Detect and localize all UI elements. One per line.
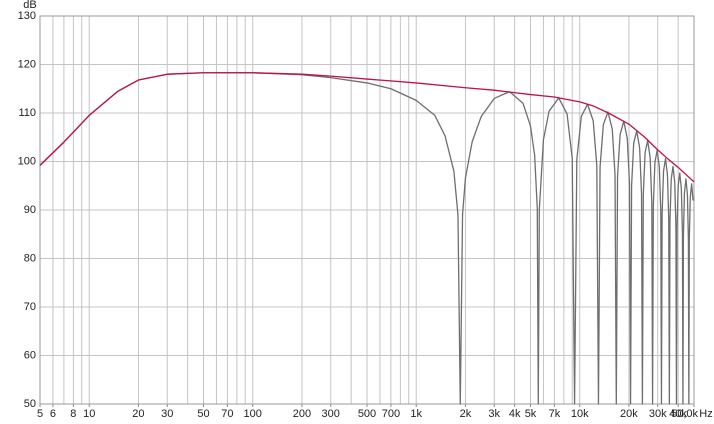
x-tick-label: 20	[132, 408, 144, 420]
x-tick-label: 100	[244, 408, 262, 420]
y-tick-label: 110	[18, 107, 36, 119]
x-tick-label: 30	[161, 408, 173, 420]
y-tick-label: 50	[24, 398, 36, 410]
x-tick-label: 40k	[669, 408, 687, 420]
x-tick-label: 4k	[509, 408, 521, 420]
x-tick-label: 5k	[525, 408, 537, 420]
series-line	[39, 72, 695, 183]
y-tick-label: 90	[24, 204, 36, 216]
x-tick-label: 70	[221, 408, 233, 420]
x-axis-label: Hz	[699, 408, 712, 420]
x-tick-label: 10	[83, 408, 95, 420]
x-tick-label: 500	[358, 408, 376, 420]
x-tick-label: 50	[197, 408, 209, 420]
y-tick-label: 80	[24, 252, 36, 264]
x-tick-label: 50,0k	[671, 408, 698, 420]
x-tick-label: 7k	[549, 408, 561, 420]
x-tick-label: 1k	[410, 408, 422, 420]
x-tick-label: 6	[50, 408, 56, 420]
y-tick-label: 100	[18, 155, 36, 167]
x-tick-label: 200	[293, 408, 311, 420]
x-tick-label: 8	[70, 408, 76, 420]
x-tick-label: 2k	[460, 408, 472, 420]
x-tick-label: 3k	[488, 408, 500, 420]
x-tick-label: 20k	[620, 408, 638, 420]
y-tick-label: 60	[24, 349, 36, 361]
y-tick-label: 120	[18, 58, 36, 70]
x-tick-label: 10k	[571, 408, 589, 420]
plot-border	[39, 15, 695, 405]
x-tick-label: 300	[322, 408, 340, 420]
y-tick-label: 70	[24, 301, 36, 313]
y-axis-label: dB	[23, 0, 36, 11]
y-tick-label: 130	[18, 10, 36, 22]
x-tick-label: 5	[37, 408, 43, 420]
x-tick-label: 700	[382, 408, 400, 420]
x-tick-label: 30k	[649, 408, 667, 420]
